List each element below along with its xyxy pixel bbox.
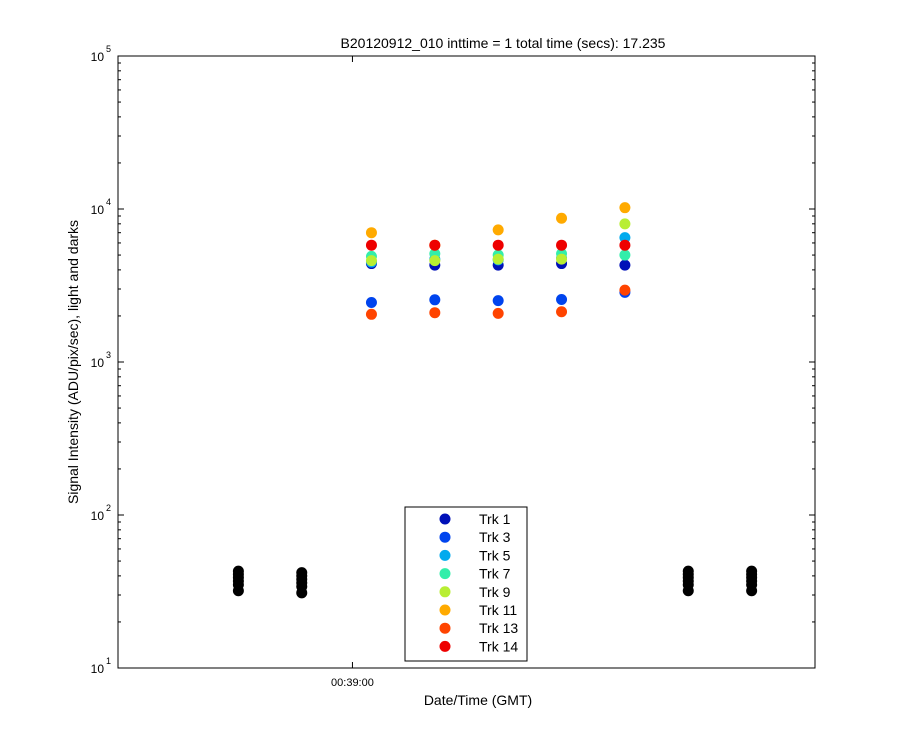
legend-marker — [439, 549, 451, 561]
legend-box — [404, 506, 528, 662]
chart-title: B20120912_010 inttime = 1 total time (se… — [341, 35, 666, 51]
y-tick-exponent: 5 — [106, 44, 111, 54]
legend-label: Trk 11 — [479, 602, 517, 618]
y-tick-exponent: 2 — [106, 503, 111, 513]
y-tick-label: 10 — [91, 203, 105, 217]
y-tick-label: 10 — [91, 50, 105, 64]
data-point — [492, 295, 504, 307]
dark-point — [746, 565, 758, 577]
data-point — [429, 255, 441, 267]
y-axis-label: Signal Intensity (ADU/pix/sec), light an… — [65, 220, 81, 504]
data-point — [556, 239, 568, 251]
legend-marker — [439, 568, 451, 580]
data-point — [619, 239, 631, 251]
dark-point — [682, 565, 694, 577]
data-point — [556, 294, 568, 306]
y-tick-exponent: 3 — [106, 350, 111, 360]
legend-label: Trk 7 — [479, 566, 511, 582]
legend-label: Trk 5 — [479, 547, 511, 563]
legend-marker — [439, 513, 451, 525]
data-point — [619, 259, 631, 271]
data-point — [429, 307, 441, 319]
legend-marker — [439, 622, 451, 634]
data-point — [365, 296, 377, 308]
x-axis-label: Date/Time (GMT) — [424, 692, 532, 708]
legend-label: Trk 14 — [479, 638, 518, 654]
legend-marker — [439, 640, 451, 652]
data-point — [492, 239, 504, 251]
legend-marker — [439, 531, 451, 543]
data-points — [232, 202, 758, 599]
dark-point — [296, 567, 308, 579]
data-point — [619, 249, 631, 261]
data-point — [619, 232, 631, 244]
y-tick-exponent: 4 — [106, 197, 111, 207]
y-tick-label: 10 — [91, 509, 105, 523]
data-point — [556, 253, 568, 265]
y-tick-exponent: 1 — [106, 656, 111, 666]
data-point — [365, 227, 377, 239]
data-point — [492, 224, 504, 236]
y-tick-label: 10 — [91, 356, 105, 370]
data-point — [365, 255, 377, 267]
x-axis: 00:39:00 — [331, 56, 374, 689]
legend-label: Trk 13 — [479, 620, 518, 636]
data-point — [619, 284, 631, 296]
legend-label: Trk 9 — [479, 584, 511, 600]
data-point — [429, 294, 441, 306]
data-point — [556, 306, 568, 318]
legend-marker — [439, 586, 451, 598]
data-point — [365, 308, 377, 320]
legend-label: Trk 3 — [479, 529, 511, 545]
legend-marker — [439, 604, 451, 616]
data-point — [429, 239, 441, 251]
x-tick-label: 00:39:00 — [331, 677, 374, 689]
data-point — [492, 253, 504, 265]
data-point — [619, 218, 631, 230]
y-tick-label: 10 — [91, 662, 105, 676]
data-point — [492, 307, 504, 319]
dark-point — [232, 565, 244, 577]
legend-label: Trk 1 — [479, 511, 511, 527]
data-point — [619, 202, 631, 214]
data-point — [365, 239, 377, 251]
data-point — [556, 212, 568, 224]
legend: Trk 1 Trk 3 Trk 5 Trk 7 Trk 9 Trk 11 Trk 13 Trk… — [404, 506, 528, 662]
